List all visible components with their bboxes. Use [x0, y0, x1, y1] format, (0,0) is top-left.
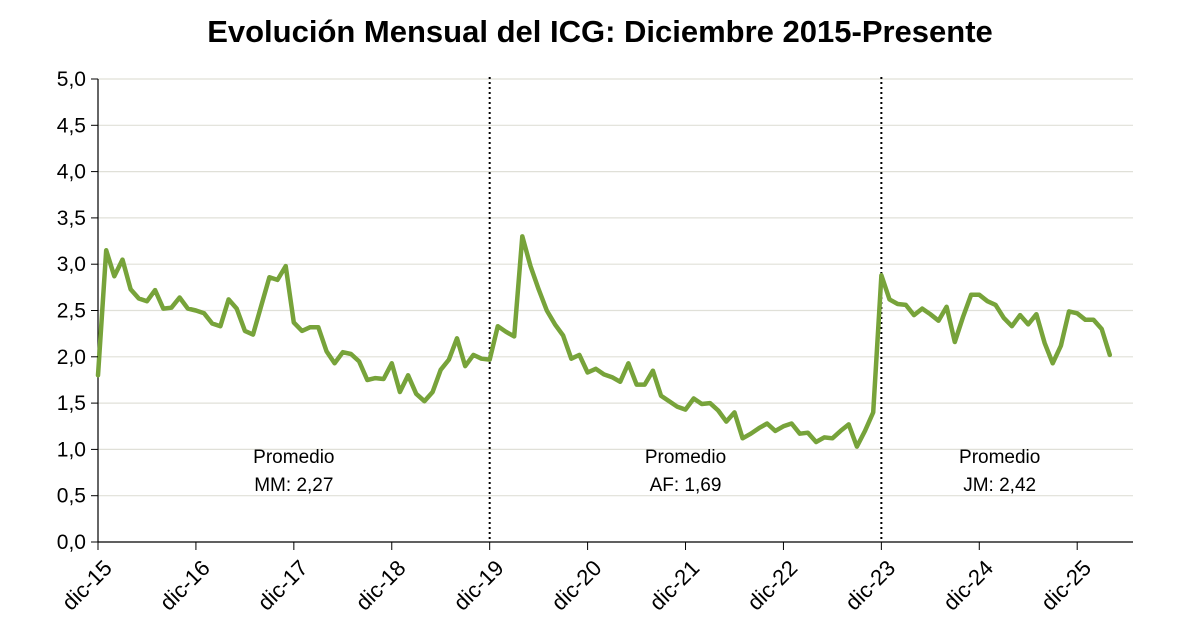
y-tick-label: 1,0: [57, 438, 86, 461]
y-tick-label: 3,5: [57, 207, 86, 230]
y-tick-label: 5,0: [57, 68, 86, 91]
chart-title: Evolución Mensual del ICG: Diciembre 201…: [207, 14, 993, 49]
x-tick-label: dic-24: [938, 555, 998, 615]
period-label-average: JM: 2,42: [963, 475, 1036, 496]
period-label-average: AF: 1,69: [650, 475, 722, 496]
x-tick-label: dic-17: [253, 555, 313, 615]
x-tick-label: dic-22: [742, 555, 802, 615]
y-tick-label: 0,0: [57, 531, 86, 554]
period-label-title: Promedio: [645, 447, 726, 468]
y-tick-label: 1,5: [57, 392, 86, 415]
y-tick-label: 2,0: [57, 346, 86, 369]
period-label-title: Promedio: [253, 447, 334, 468]
y-axis-ticks: 0,0 0,5 1,0 1,5 2,0 2,5 3,0 3,5 4,0 4,5 5,0: [57, 68, 98, 554]
x-tick-label: dic-20: [546, 555, 606, 615]
y-tick-label: 4,5: [57, 114, 86, 137]
x-tick-label: dic-23: [840, 555, 900, 615]
y-tick-label: 2,5: [57, 300, 86, 323]
series-layer: [95, 234, 1113, 449]
x-tick-label: dic-15: [57, 555, 117, 615]
x-tick-label: dic-21: [644, 555, 704, 615]
x-axis-ticks: dic-15 dic-16 dic-17 dic-18 dic-19 dic-20 dic-…: [57, 542, 1096, 615]
x-tick-label: dic-25: [1036, 555, 1096, 615]
series-line-icg: [95, 234, 1113, 449]
period-annotations: Promedio MM: 2,27 Promedio AF: 1,69 Promedio…: [253, 447, 1040, 496]
period-label-title: Promedio: [959, 447, 1040, 468]
x-tick-label: dic-16: [155, 555, 215, 615]
gridlines: [98, 78, 1133, 497]
y-tick-label: 4,0: [57, 161, 86, 184]
y-tick-label: 0,5: [57, 485, 86, 508]
y-tick-label: 3,0: [57, 253, 86, 276]
period-label-average: MM: 2,27: [254, 475, 333, 496]
x-tick-label: dic-19: [448, 555, 508, 615]
x-tick-label: dic-18: [351, 555, 411, 615]
